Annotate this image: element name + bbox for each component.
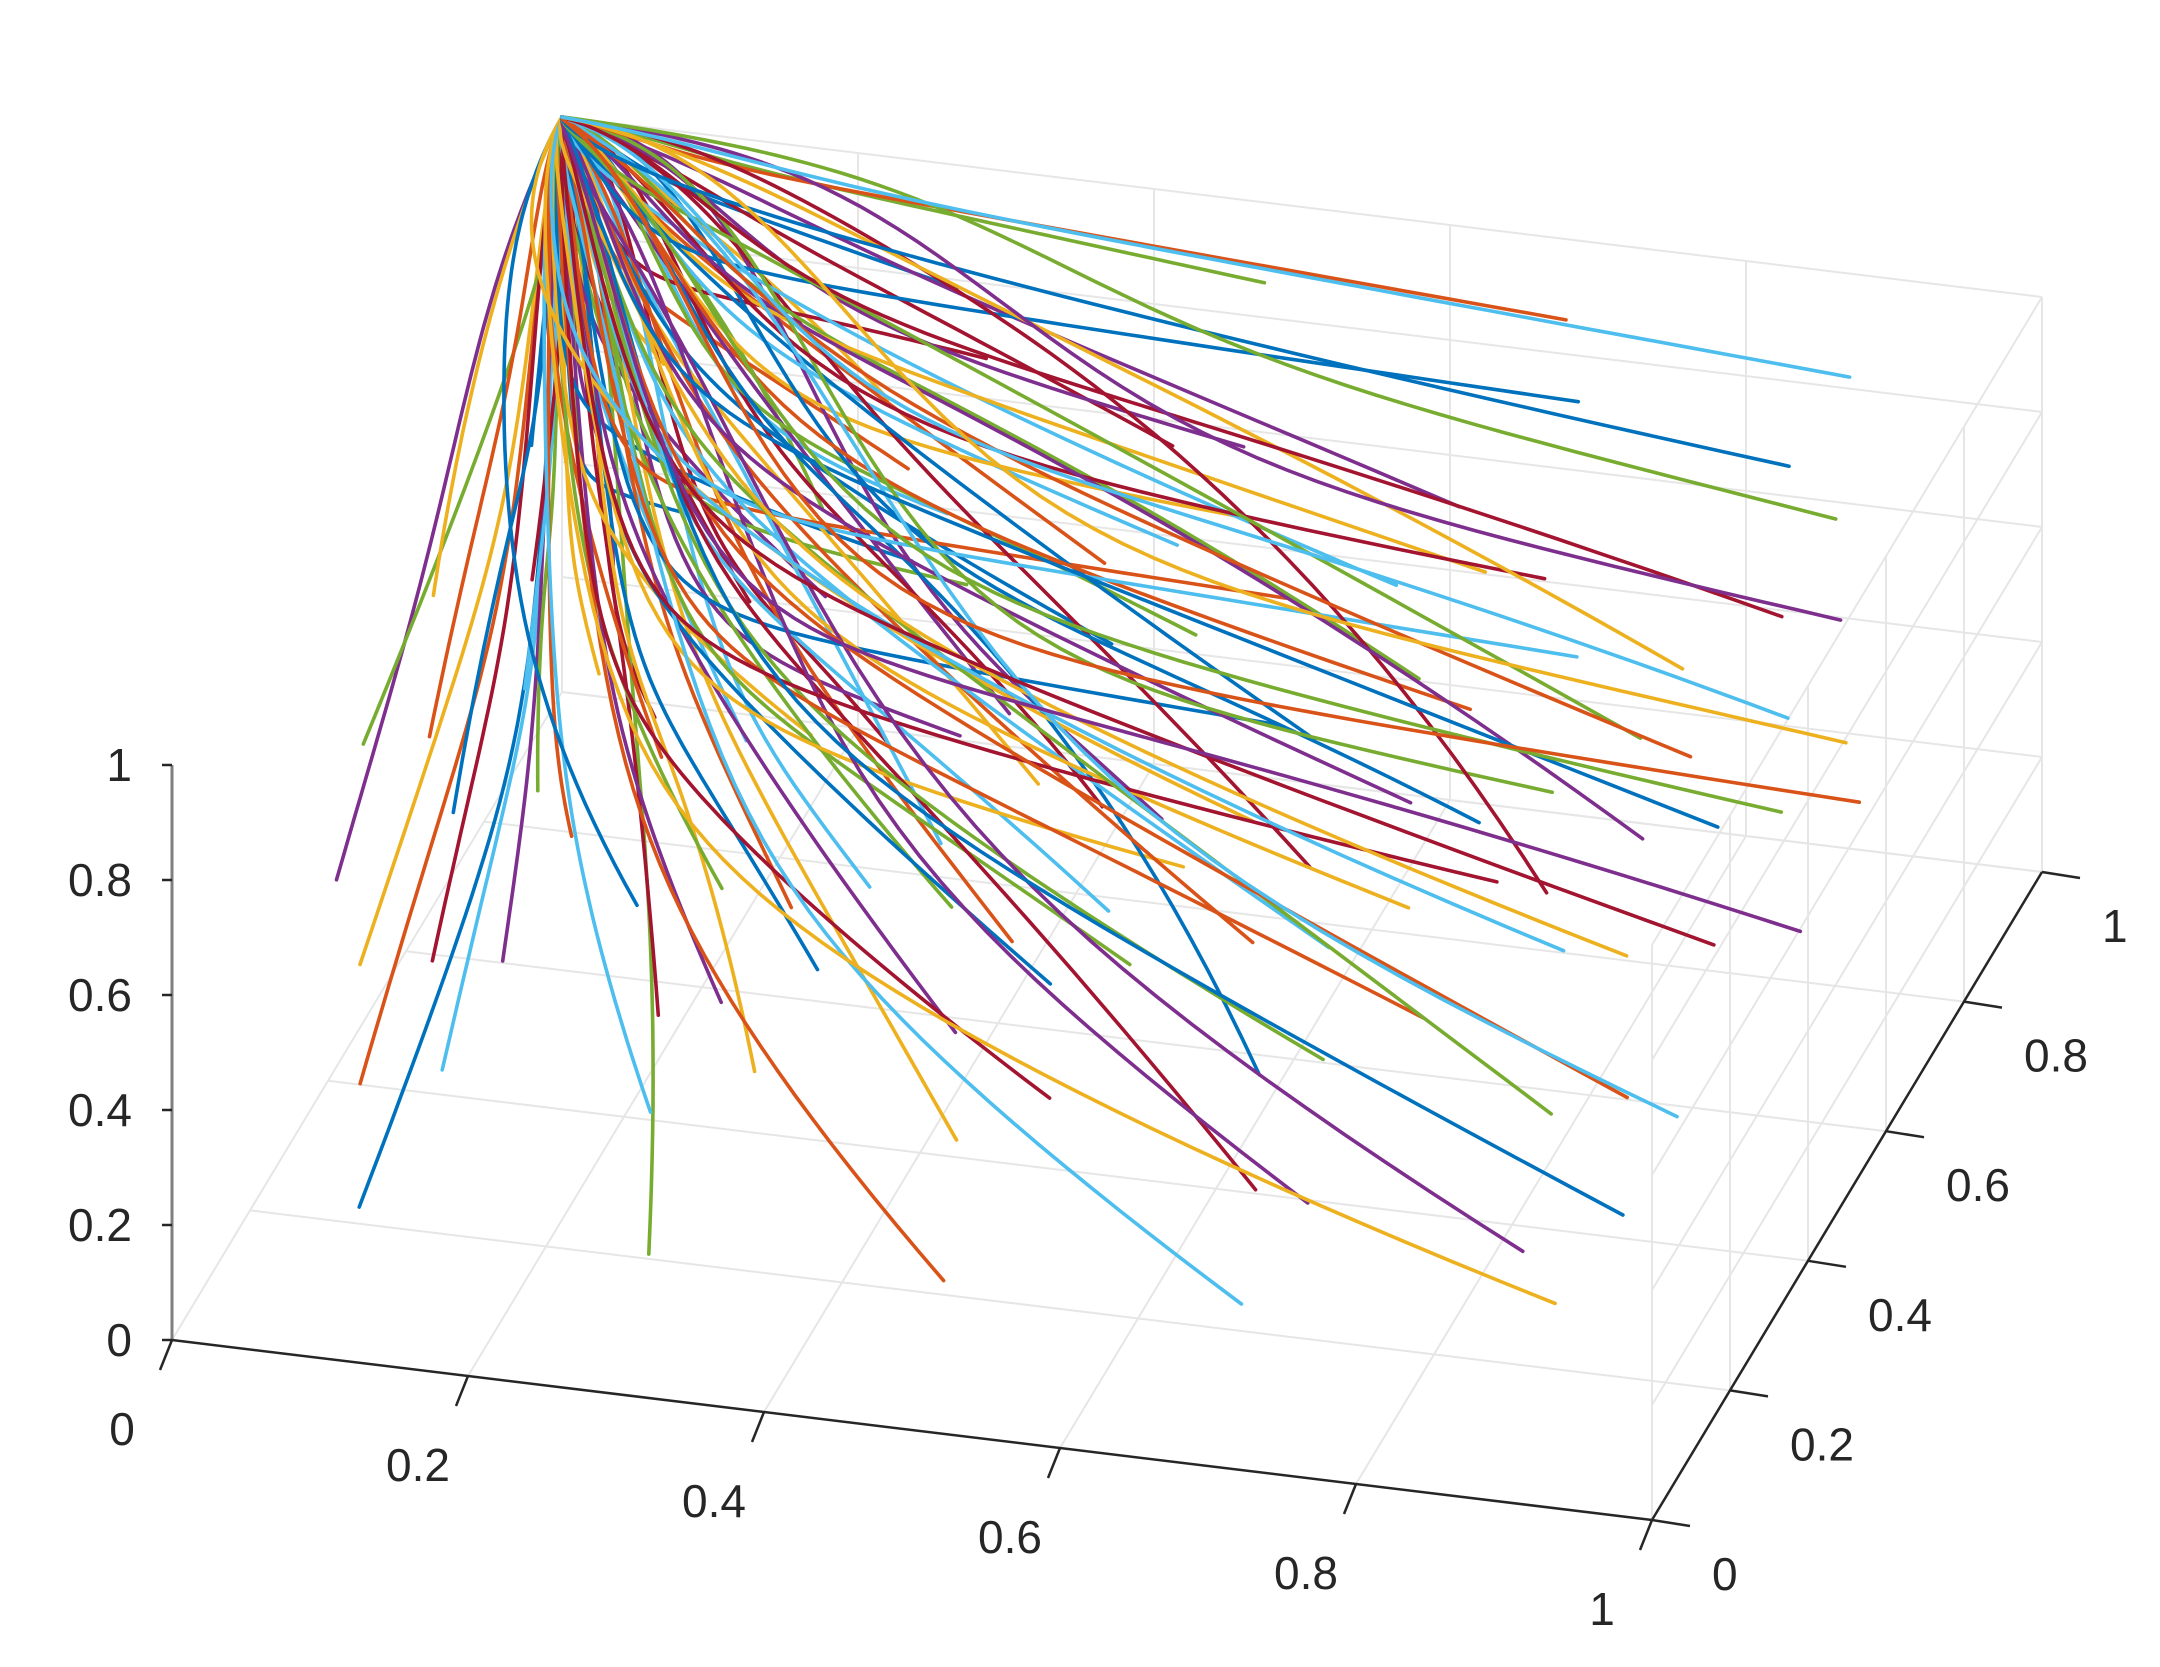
trajectory-curve — [543, 116, 1557, 1306]
x-tick-mark — [750, 1411, 766, 1443]
trajectory-curve — [560, 115, 1862, 804]
grid-line-floor — [483, 820, 1965, 1003]
x-tick-label: 0 — [109, 1403, 135, 1455]
x-tick-label: 1 — [1589, 1583, 1615, 1635]
grid-line-back-wall — [561, 116, 2043, 298]
z-tick-label: 0.2 — [68, 1199, 132, 1251]
y-tick-mark — [1963, 1000, 2003, 1009]
y-tick-mark — [1807, 1259, 1847, 1269]
z-tick-label: 0.4 — [68, 1084, 132, 1136]
grid-line-floor — [467, 727, 859, 1377]
x-tick-mark — [1046, 1447, 1062, 1479]
grid-line-side-wall — [1651, 526, 2043, 1176]
z-tick-label: 0.6 — [68, 969, 132, 1021]
y-tick-mark — [1651, 1518, 1691, 1528]
grid-line-side-wall — [1651, 641, 2043, 1291]
trajectory-curve — [560, 115, 1784, 814]
y-axis-line — [1650, 871, 2044, 1521]
x-tick-label: 0.8 — [1274, 1547, 1338, 1599]
y-tick-label: 0.6 — [1946, 1159, 2010, 1211]
grid-line-floor — [1059, 799, 1451, 1449]
grid-line-side-wall — [1651, 411, 2043, 1061]
grid-line-back-wall — [561, 231, 2043, 413]
grid-line-back-wall — [561, 576, 2043, 758]
trajectory-curve — [560, 115, 1852, 379]
y-tick-label: 1 — [2102, 900, 2128, 952]
y-tick-label: 0.2 — [1790, 1418, 1854, 1470]
x-tick-mark — [158, 1339, 174, 1371]
grid-line-floor — [763, 763, 1155, 1413]
axis-layer: 0 0.2 0.4 0.6 0.8 1 0 0.2 0.4 0.6 0.8 1 0 0.2 0.4 0.6 0.… — [68, 739, 2128, 1635]
x-tick-mark — [1638, 1519, 1654, 1551]
grid-line-floor — [1355, 835, 1747, 1485]
y-tick-mark — [1885, 1129, 1925, 1139]
trajectory-layer — [334, 115, 1862, 1306]
trajectory-curve — [560, 118, 1803, 934]
trajectory-curve — [358, 115, 564, 1086]
z-tick-label: 1 — [106, 739, 132, 791]
grid-line-floor — [249, 1209, 1731, 1392]
y-tick-label: 0.8 — [2024, 1030, 2088, 1082]
z-tick-label: 0 — [106, 1314, 132, 1366]
x-tick-label: 0.2 — [386, 1439, 450, 1491]
x-tick-mark — [454, 1375, 470, 1407]
x-tick-mark — [1342, 1483, 1358, 1515]
trajectory-curve — [558, 115, 1629, 958]
x-axis-line — [171, 1338, 1653, 1522]
y-tick-label: 0 — [1712, 1548, 1738, 1600]
x-tick-label: 0.6 — [978, 1511, 1042, 1563]
y-tick-mark — [2041, 870, 2081, 880]
grid-line-side-wall — [1651, 296, 2043, 946]
grid-line-side-wall — [1651, 756, 2043, 1406]
z-tick-label: 0.8 — [68, 854, 132, 906]
y-tick-mark — [1729, 1389, 1769, 1398]
y-tick-label: 0.4 — [1868, 1289, 1932, 1341]
grid-line-floor — [171, 691, 563, 1341]
trajectory-curve — [549, 115, 1566, 953]
trajectory-curve — [560, 115, 1643, 740]
x-tick-label: 0.4 — [682, 1475, 746, 1527]
